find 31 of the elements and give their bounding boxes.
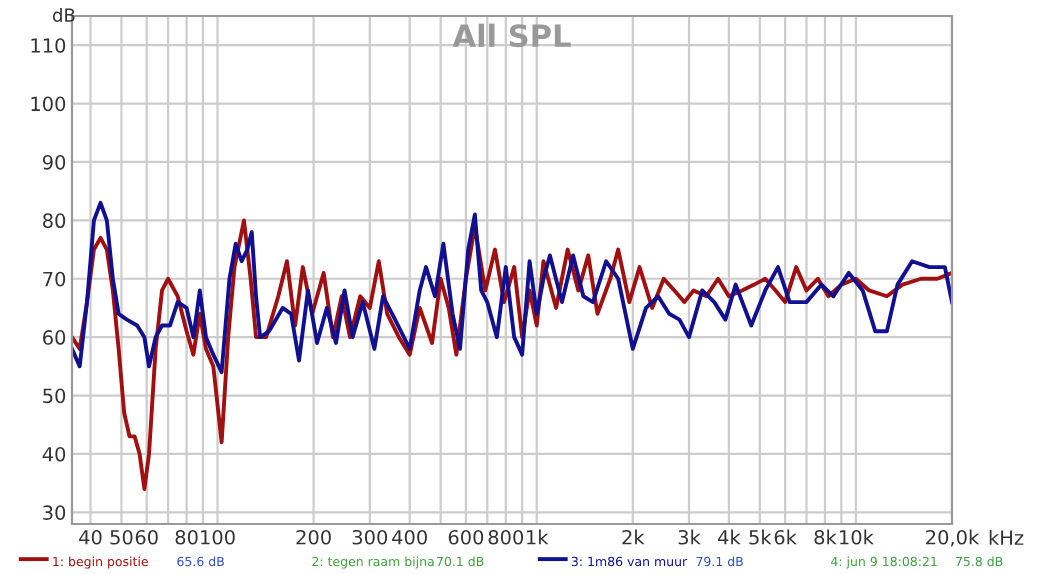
x-tick-label: 2k — [622, 529, 645, 545]
x-tick-label: 5k — [749, 529, 772, 545]
x-tick-label: 20,0k — [926, 529, 980, 547]
x-tick-label: 800 — [488, 529, 524, 545]
x-axis-title: kHz — [989, 530, 1024, 545]
x-tick-label: 60 — [135, 529, 158, 545]
y-tick-label: 100 — [31, 96, 66, 112]
x-tick-label: 80 — [175, 529, 198, 545]
x-tick-label: 10k — [840, 529, 874, 545]
y-tick-label: 70 — [43, 271, 66, 287]
x-tick-label: 400 — [392, 529, 427, 545]
y-tick-label: 80 — [43, 213, 66, 229]
x-tick-label: 8k — [814, 529, 837, 545]
x-tick-label: 50 — [110, 529, 133, 545]
x-tick-label: 4k — [718, 529, 741, 545]
y-tick-label: 110 — [31, 38, 66, 53]
chart-title: All SPL — [452, 23, 571, 48]
x-tick-label: 6k — [774, 529, 797, 545]
x-tick-label: 300 — [352, 529, 388, 545]
y-tick-label: 40 — [42, 446, 66, 462]
y-tick-label: 60 — [43, 330, 66, 345]
y-axis-title: dB — [53, 8, 75, 22]
x-tick-label: 200 — [296, 529, 331, 545]
x-tick-label: 3k — [678, 529, 701, 545]
x-tick-label: 600 — [448, 529, 484, 545]
x-tick-label: 40 — [79, 529, 102, 545]
x-tick-label: 1k — [527, 529, 549, 545]
y-tick-label: 90 — [42, 154, 66, 170]
y-tick-label: 30 — [43, 505, 66, 520]
x-tick-label: 100 — [201, 529, 235, 545]
y-tick-label: 50 — [43, 388, 66, 404]
